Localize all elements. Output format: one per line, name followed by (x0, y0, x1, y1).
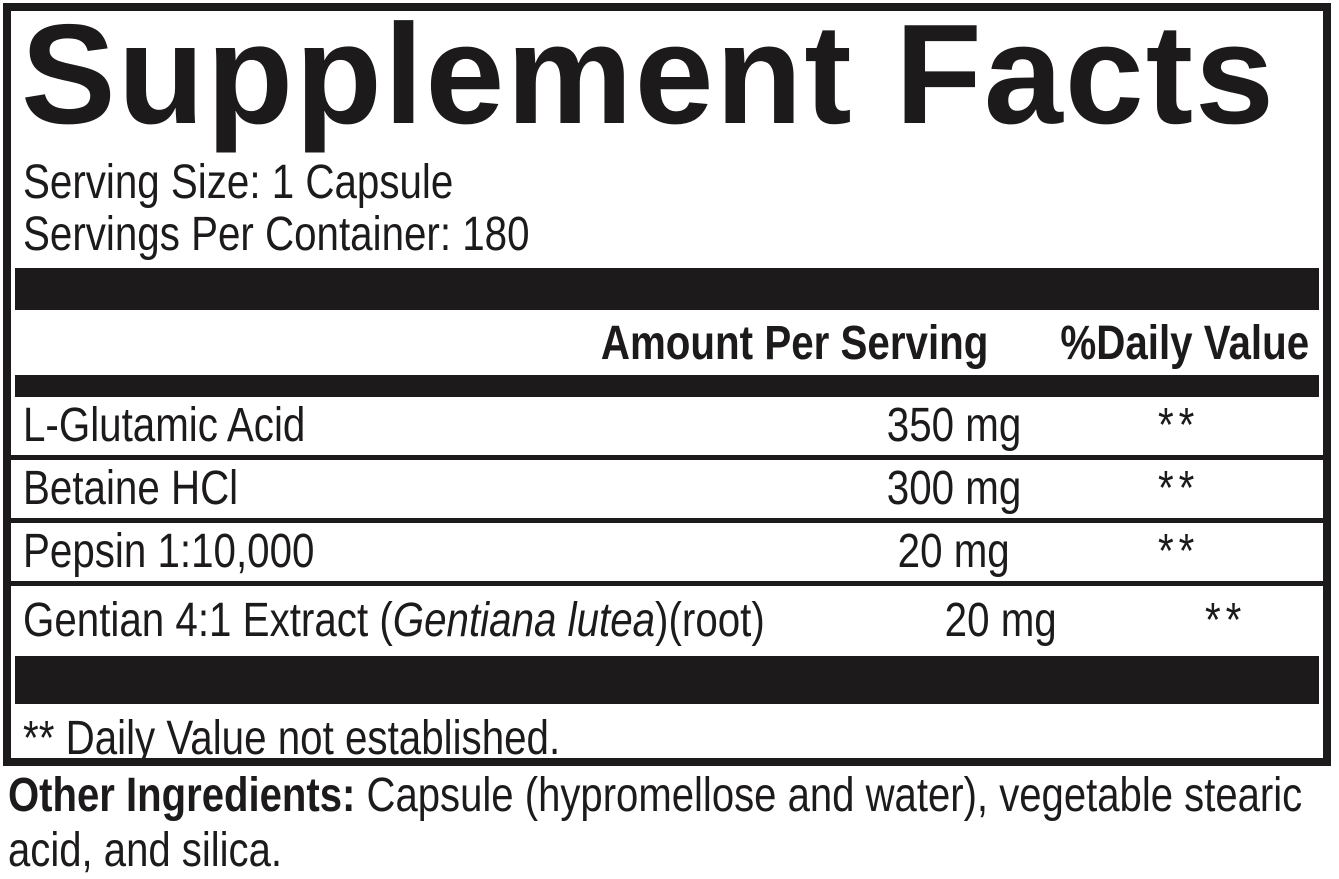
ingredient-dv-cell: ** (1096, 593, 1323, 647)
ingredient-amount-cell: 300 mg (859, 461, 1049, 515)
ingredient-name: L-Glutamic Acid (23, 398, 306, 452)
top-divider-bar (15, 268, 1319, 310)
servings-per-container-text: Servings Per Container: 180 (23, 208, 530, 261)
other-ingredients-text: Capsule (hypromellose and water), vegeta… (8, 769, 1303, 877)
supplement-facts-panel: Supplement Facts Serving Size: 1 Capsule… (3, 3, 1331, 766)
bottom-divider-bar (15, 656, 1319, 704)
ingredient-name-suffix: )(root) (655, 593, 765, 647)
table-row-betaine-hcl: Betaine HCl 300 mg ** (11, 460, 1323, 523)
footnote: ** Daily Value not established. (11, 704, 1323, 765)
ingredient-daily-value: ** (1158, 398, 1200, 452)
ingredient-name-cell: Pepsin 1:10,000 (23, 524, 859, 578)
panel-title: Supplement Facts (21, 3, 1277, 154)
ingredient-amount: 20 mg (945, 593, 1058, 647)
table-row-pepsin: Pepsin 1:10,000 20 mg ** (11, 523, 1323, 586)
ingredient-daily-value: ** (1158, 461, 1200, 515)
ingredient-amount-cell: 350 mg (859, 398, 1049, 452)
ingredient-name-cell: Gentian 4:1 Extract (Gentiana lutea)(roo… (23, 593, 906, 647)
ingredient-name: Gentian 4:1 Extract ( (23, 593, 393, 647)
ingredient-table: L-Glutamic Acid 350 mg ** Betaine HCl 30… (11, 397, 1323, 656)
ingredient-botanical-name: Gentiana lutea (392, 593, 656, 647)
ingredient-daily-value: ** (1205, 593, 1247, 647)
ingredient-amount-cell: 20 mg (906, 593, 1096, 647)
ingredient-dv-cell: ** (1049, 524, 1309, 578)
header-divider-bar (15, 375, 1319, 397)
ingredient-name: Betaine HCl (23, 461, 239, 515)
serving-info: Serving Size: 1 Capsule Servings Per Con… (23, 157, 1323, 261)
table-row-gentian-extract: Gentian 4:1 Extract (Gentiana lutea)(roo… (11, 586, 1323, 656)
serving-size-line: Serving Size: 1 Capsule (23, 157, 1323, 209)
amount-per-serving-header: Amount Per Serving (601, 317, 989, 370)
table-row-l-glutamic-acid: L-Glutamic Acid 350 mg ** (11, 397, 1323, 460)
ingredient-amount-cell: 20 mg (859, 524, 1049, 578)
ingredient-amount: 20 mg (897, 524, 1011, 578)
ingredient-name-cell: Betaine HCl (23, 461, 859, 515)
ingredient-name-cell: L-Glutamic Acid (23, 398, 859, 452)
servings-per-container-line: Servings Per Container: 180 (23, 209, 1323, 261)
ingredient-amount: 350 mg (886, 398, 1022, 452)
daily-value-header: %Daily Value (1060, 317, 1309, 370)
other-ingredients: Other Ingredients: Capsule (hypromellose… (8, 768, 1327, 878)
serving-size-text: Serving Size: 1 Capsule (23, 156, 454, 209)
ingredient-name: Pepsin 1:10,000 (23, 524, 315, 578)
ingredient-dv-cell: ** (1049, 461, 1309, 515)
ingredient-dv-cell: ** (1049, 398, 1309, 452)
column-header-row: Amount Per Serving %Daily Value (11, 310, 1323, 375)
ingredient-amount: 300 mg (886, 461, 1022, 515)
ingredient-daily-value: ** (1158, 524, 1200, 578)
footnote-text: ** Daily Value not established. (23, 712, 561, 765)
other-ingredients-label: Other Ingredients: (8, 769, 356, 822)
